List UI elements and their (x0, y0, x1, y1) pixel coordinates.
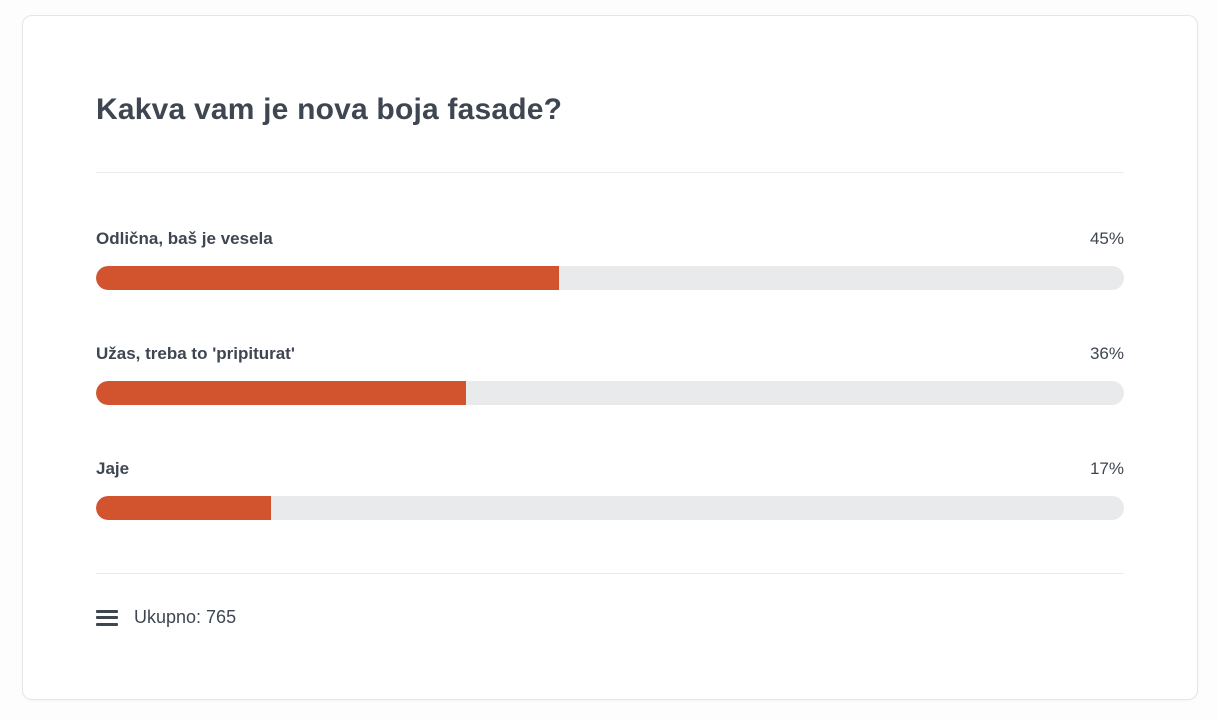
poll-footer: Ukupno: 765 (96, 607, 1124, 628)
option-header: Jaje 17% (96, 458, 1124, 480)
list-menu-icon (96, 609, 118, 626)
option-percent: 36% (1089, 344, 1124, 363)
result-bar-fill (96, 496, 271, 520)
total-votes-label: Ukupno: 765 (134, 607, 237, 627)
option-header: Odlična, baš je vesela 45% (96, 228, 1124, 250)
result-bar-fill (96, 381, 467, 405)
result-bar-track (96, 381, 1124, 405)
result-bar-fill (96, 266, 559, 290)
poll-option-row: Odlična, baš je vesela 45% (96, 228, 1124, 290)
option-label: Odlična, baš je vesela (96, 229, 273, 248)
title-divider (96, 172, 1124, 173)
option-label: Jaje (96, 459, 130, 478)
poll-option-row: Užas, treba to 'pripiturat' 36% (96, 343, 1124, 405)
poll-question-title: Kakva vam je nova boja fasade? (96, 93, 563, 126)
result-bar-track (96, 266, 1124, 290)
poll-options-list: Odlična, baš je vesela 45% Užas, treba t… (96, 228, 1124, 520)
poll-results-card: Kakva vam je nova boja fasade? Odlična, … (22, 15, 1198, 700)
option-percent: 45% (1089, 229, 1124, 248)
option-label: Užas, treba to 'pripiturat' (96, 344, 295, 363)
result-bar-track (96, 496, 1124, 520)
footer-divider (96, 573, 1124, 574)
option-header: Užas, treba to 'pripiturat' 36% (96, 343, 1124, 365)
poll-option-row: Jaje 17% (96, 458, 1124, 520)
option-percent: 17% (1089, 459, 1124, 478)
